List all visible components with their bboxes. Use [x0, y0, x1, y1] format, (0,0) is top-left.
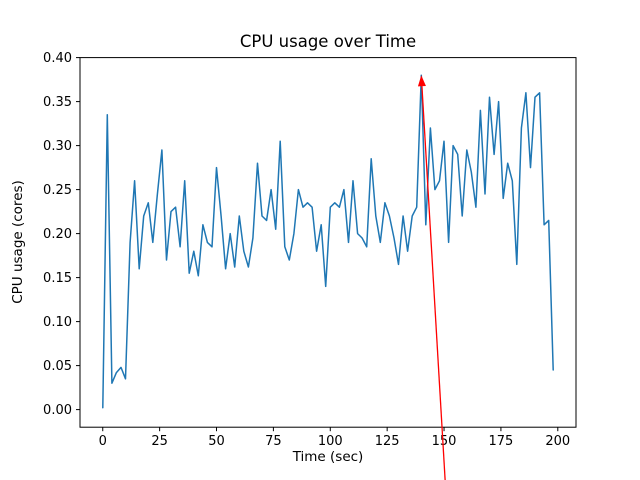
y-axis-label: CPU usage (cores) — [10, 180, 26, 304]
x-tick-label: 50 — [208, 434, 225, 449]
y-tick-label: 0.40 — [43, 51, 72, 66]
y-tick-label: 0.00 — [43, 403, 72, 418]
annotation-arrow-line — [421, 86, 446, 480]
y-tick-label: 0.10 — [43, 315, 72, 330]
annotation-arrowhead — [417, 75, 426, 87]
chart-title: CPU usage over Time — [240, 32, 416, 51]
y-tick-label: 0.05 — [43, 359, 72, 374]
y-tick-label: 0.20 — [43, 227, 72, 242]
y-tick-label: 0.30 — [43, 139, 72, 154]
x-tick-label: 175 — [489, 434, 514, 449]
x-tick-label: 100 — [318, 434, 343, 449]
axes-frame — [79, 57, 577, 428]
x-tick-label: 125 — [375, 434, 400, 449]
x-axis-label: Time (sec) — [292, 449, 364, 465]
x-tick-label: 75 — [265, 434, 282, 449]
y-tick-label: 0.15 — [43, 271, 72, 286]
plot-content: 0 25 50 75 100 125 150 175 200 0.00 0.05 0.10 0.15 0.… — [43, 51, 577, 480]
x-tick-label: 150 — [432, 434, 457, 449]
x-tick-label: 25 — [151, 434, 168, 449]
y-tick-label: 0.25 — [43, 183, 72, 198]
cpu-usage-line — [102, 74, 554, 409]
x-tick-label: 0 — [99, 434, 107, 449]
y-tick-label: 0.35 — [43, 95, 72, 110]
x-tick-label: 200 — [545, 434, 570, 449]
